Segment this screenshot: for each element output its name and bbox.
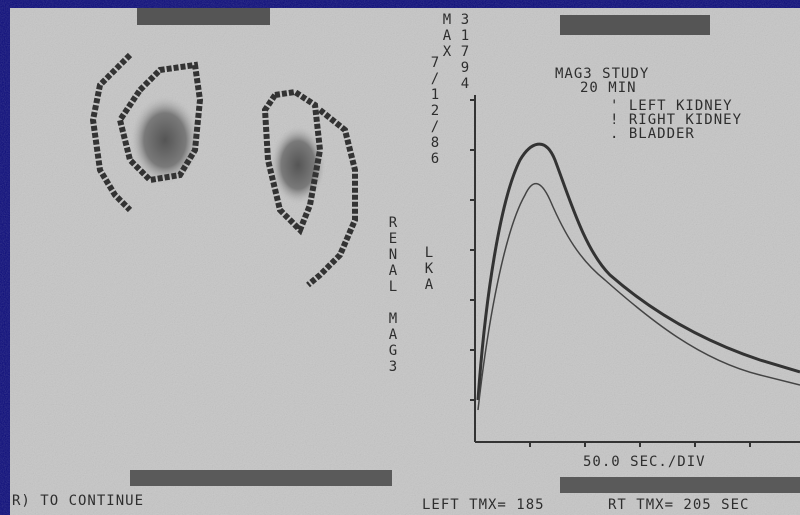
date: 7/12/86 (427, 55, 443, 167)
bar (560, 15, 710, 35)
max-count: 31794 (457, 12, 473, 92)
left-tmax: LEFT TMX= 185 (422, 497, 545, 513)
kidney-image (130, 95, 200, 185)
legend-item: ' LEFT KIDNEY (610, 98, 733, 114)
legend-item: ! RIGHT KIDNEY (610, 112, 743, 128)
right-tmax: RT TMX= 205 SEC (608, 497, 750, 513)
bar (130, 470, 392, 486)
x-scale: 50.0 SEC./DIV (583, 454, 706, 470)
legend-title: MAG3 STUDY (555, 66, 650, 82)
kidney-image (270, 125, 326, 205)
legend-item: . BLADDER (610, 126, 695, 142)
max-label: MAX (439, 12, 455, 60)
view: LKA (421, 245, 437, 293)
plot-axes (470, 95, 800, 447)
legend-duration: 20 MIN (580, 80, 637, 96)
grain (10, 8, 800, 515)
study-name: RENAL MAG3 (385, 215, 401, 375)
left-kidney-curve (476, 142, 800, 401)
prompt: R) TO CONTINUE (12, 493, 145, 509)
bar (137, 8, 270, 25)
bar (560, 477, 800, 493)
roi-outlines (89, 52, 358, 288)
right-kidney-curve (477, 182, 800, 411)
